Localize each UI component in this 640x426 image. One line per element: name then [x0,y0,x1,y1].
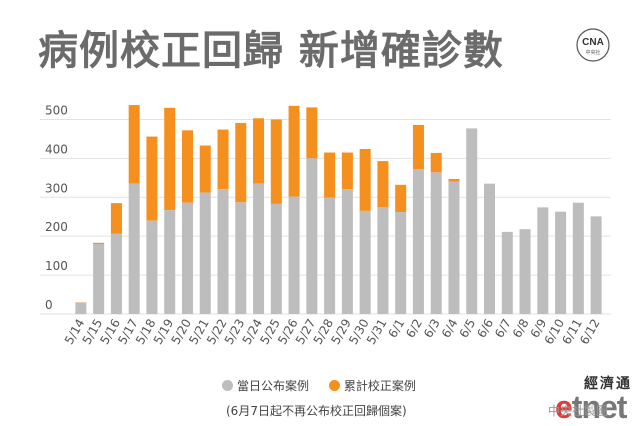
bar-daily [164,210,175,314]
bar-cumulative [377,161,388,207]
bar-cumulative [218,130,229,190]
bar-daily [342,189,353,314]
x-tick-label: 6/7 [492,317,514,341]
x-tick-label: 6/1 [386,317,408,341]
bar-cumulative [271,119,282,203]
x-tick-label: 6/12 [577,317,603,347]
bar-daily [235,202,246,314]
bar-daily [555,212,566,314]
bar-daily [537,207,548,314]
bar-cumulative [289,106,300,197]
bar-cumulative [164,108,175,210]
bar-cumulative [413,125,424,169]
legend-swatch-cumulative [329,380,340,391]
watermark-credit: 中央社製圖 [548,402,608,419]
chart-footnote: (6月7日起不再公布校正回歸個案) [226,402,407,419]
bar-cumulative [235,123,246,202]
bar-daily [93,244,104,314]
legend-swatch-daily [222,380,233,391]
bar-daily [306,158,317,314]
bar-daily [502,232,513,314]
bar-cumulative [431,153,442,172]
bar-daily [591,216,602,314]
bar-daily [520,229,531,314]
y-tick-label: 500 [45,103,68,117]
y-tick-label: 200 [45,220,68,234]
bar-daily [466,128,477,314]
bar-daily [395,212,406,314]
y-tick-label: 400 [45,142,68,156]
bar-daily [431,172,442,314]
x-tick-label: 6/4 [439,317,461,341]
legend-label-cumulative: 累計校正案例 [344,379,416,393]
bar-cumulative [324,153,335,198]
chart-legend: 當日公布案例 累計校正案例 [222,377,432,394]
bar-daily [271,204,282,314]
y-tick-label: 0 [45,298,53,312]
bar-daily [484,184,495,314]
bar-daily [413,169,424,314]
bar-daily [75,303,86,314]
bar-cumulative [93,243,104,244]
bar-daily [289,196,300,314]
bar-daily [146,221,157,314]
bar-cumulative [360,149,371,211]
bar-cumulative [146,137,157,221]
legend-item-cumulative: 累計校正案例 [329,377,416,394]
bar-daily [324,198,335,314]
y-tick-label: 100 [45,259,68,273]
bar-daily [573,203,584,314]
bar-cumulative [342,153,353,190]
bar-daily [182,203,193,314]
bar-cumulative [395,185,406,212]
x-tick-label: 6/3 [421,317,443,341]
bar-daily [448,182,459,314]
x-tick-label: 6/6 [474,317,496,341]
bar-cumulative [200,146,211,193]
bar-daily [377,207,388,314]
bar-daily [200,193,211,314]
x-tick-label: 6/5 [457,317,479,341]
bar-cumulative [253,118,264,183]
bar-daily [111,234,122,314]
x-tick-label: 6/2 [403,317,425,341]
x-tick-label: 6/8 [510,317,532,341]
y-tick-label: 300 [45,181,68,195]
bar-daily [253,184,264,314]
bar-cumulative [306,107,317,158]
bar-daily [129,184,140,314]
bar-cumulative [111,203,122,234]
legend-label-daily: 當日公布案例 [237,379,309,393]
legend-item-daily: 當日公布案例 [222,377,309,394]
bar-cumulative [129,105,140,184]
bar-cumulative [448,179,459,182]
bar-daily [360,211,371,314]
bar-daily [218,189,229,314]
bar-cumulative [182,130,193,202]
